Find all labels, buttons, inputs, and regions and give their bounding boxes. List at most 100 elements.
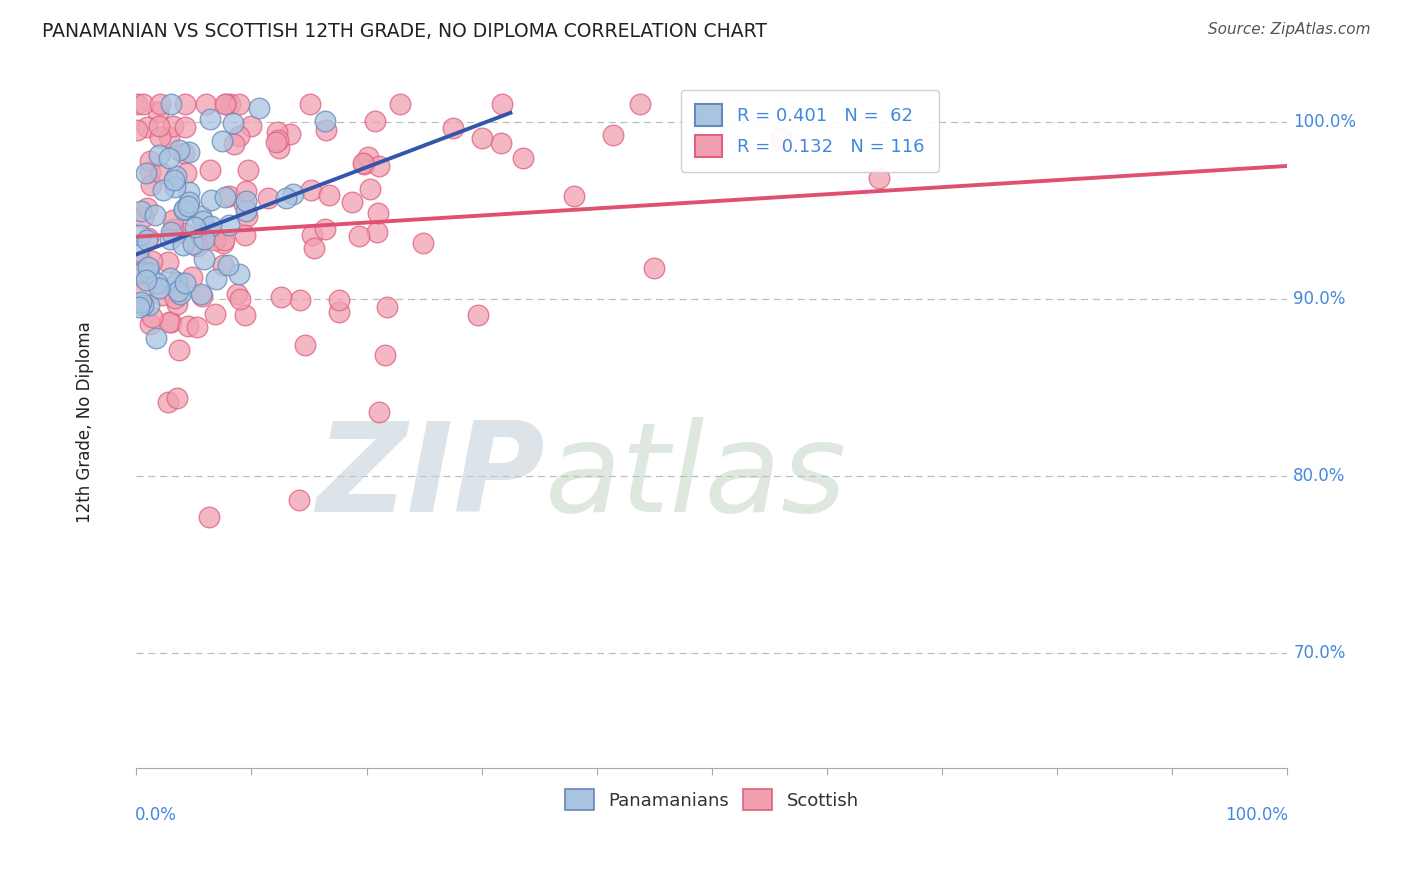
Point [211,259,233,273]
Point [127,244,149,259]
Point [247,101,270,115]
Point [274,191,297,205]
Point [219,97,242,112]
Point [328,293,350,308]
Point [127,97,149,112]
Point [194,97,217,112]
Point [184,220,207,235]
Point [131,285,153,300]
Point [868,171,890,186]
Point [128,228,150,243]
Point [141,253,163,268]
Point [270,289,292,303]
Point [233,309,256,323]
Point [198,226,221,240]
Point [166,296,188,310]
Point [149,130,172,145]
Point [212,236,235,251]
Point [167,284,190,298]
Point [471,131,494,145]
Point [280,127,302,141]
Point [167,143,190,157]
Point [256,191,278,205]
Text: 80.0%: 80.0% [1294,467,1346,484]
Point [136,201,159,215]
Point [364,113,387,128]
Point [200,162,222,177]
Point [173,146,195,161]
Point [166,391,188,405]
Point [198,112,221,126]
Point [191,214,214,228]
Point [228,267,250,281]
Point [214,190,236,204]
Point [340,194,363,209]
Point [179,185,201,199]
Point [218,218,240,232]
Point [157,151,180,165]
Point [491,136,513,150]
Text: 100.0%: 100.0% [1294,112,1357,131]
Point [159,270,181,285]
Point [299,183,322,197]
Point [215,97,238,112]
Text: ZIP: ZIP [316,417,546,538]
Point [152,183,174,197]
Point [628,97,651,112]
Point [198,509,221,524]
Point [367,206,389,220]
Point [412,235,434,250]
Point [441,120,464,135]
Point [132,297,155,311]
Point [375,300,398,314]
Point [145,331,167,345]
Point [156,255,179,269]
Point [359,182,381,196]
Point [135,166,157,180]
Point [366,226,388,240]
Point [145,276,167,290]
Point [174,97,197,112]
Point [304,241,326,255]
Point [173,203,195,218]
Point [162,119,184,133]
Point [181,237,204,252]
Point [222,137,245,152]
Point [218,188,240,202]
Point [186,320,208,334]
Point [146,105,169,120]
Point [374,348,396,362]
Point [491,97,513,112]
Point [236,163,259,178]
Point [157,315,180,329]
Point [204,307,226,321]
Point [177,199,200,213]
Point [236,209,259,223]
Point [318,187,340,202]
Point [347,228,370,243]
Point [287,492,309,507]
Text: 70.0%: 70.0% [1294,644,1346,662]
Point [173,277,195,291]
Point [353,156,375,170]
Point [173,226,195,240]
Point [127,123,149,137]
Point [162,222,184,236]
Point [288,293,311,308]
Point [181,270,204,285]
Point [177,319,200,334]
Point [163,173,186,187]
Point [148,119,170,133]
Text: Source: ZipAtlas.com: Source: ZipAtlas.com [1208,22,1371,37]
Point [139,317,162,331]
Point [166,275,188,289]
Point [177,145,200,160]
Point [193,252,215,267]
Point [228,97,250,112]
Point [353,156,375,170]
Point [186,239,208,253]
Point [314,222,336,236]
Point [643,260,665,275]
Point [240,119,263,133]
Point [172,237,194,252]
